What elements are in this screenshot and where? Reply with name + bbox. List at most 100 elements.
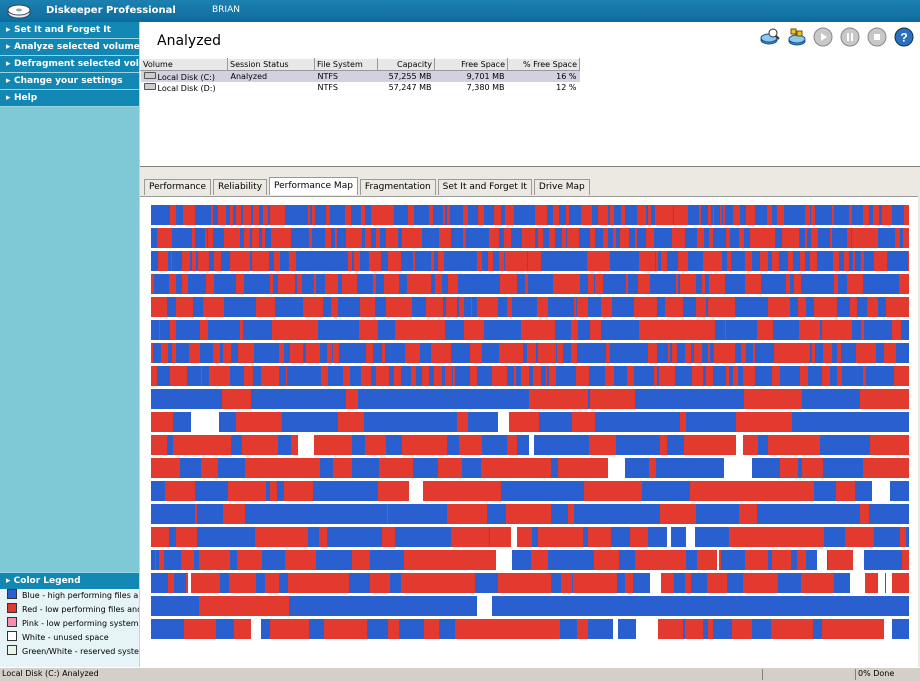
legend-swatch bbox=[7, 645, 17, 655]
tabs-area: Performance Reliability Performance Map … bbox=[140, 166, 920, 668]
table-row[interactable]: Local Disk (D:) NTFS 57,247 MB 7,380 MB … bbox=[141, 82, 580, 93]
map-row bbox=[151, 297, 909, 317]
tab-performance[interactable]: Performance bbox=[144, 179, 212, 195]
volume-cell: Local Disk (D:) bbox=[141, 82, 228, 93]
status-bar: Local Disk (C:) Analyzed 0% Done bbox=[0, 667, 920, 681]
hard-drive-icon bbox=[143, 82, 156, 90]
color-legend: ▸ Color Legend Blue - high performing fi… bbox=[0, 572, 139, 668]
legend-item-white: White - unused space bbox=[0, 631, 139, 645]
map-row bbox=[151, 412, 909, 432]
status-divider bbox=[855, 669, 856, 680]
status-cell bbox=[228, 82, 315, 93]
legend-item-pink: Pink - low performing system files bbox=[0, 617, 139, 631]
map-row bbox=[151, 619, 909, 639]
legend-item-green-white: Green/White - reserved system sp bbox=[0, 645, 139, 659]
progress-text: 0% Done bbox=[858, 669, 895, 678]
defragment-icon[interactable] bbox=[787, 27, 807, 47]
user-name: BRIAN bbox=[212, 5, 240, 15]
status-divider bbox=[762, 669, 763, 680]
legend-label: Blue - high performing files and fo bbox=[22, 591, 139, 600]
main-panel: Analyzed ? Volume Session Status File Sy… bbox=[140, 22, 920, 668]
volume-table: Volume Session Status File System Capaci… bbox=[140, 58, 920, 166]
sidebar-item-label: Defragment selected volume bbox=[14, 59, 139, 69]
diskeeper-logo-icon bbox=[7, 4, 31, 19]
play-icon[interactable] bbox=[813, 27, 833, 47]
sidebar-item-analyze[interactable]: ▸ Analyze selected volume bbox=[0, 39, 139, 56]
hard-drive-icon bbox=[143, 71, 156, 79]
chevron-right-icon: ▸ bbox=[6, 42, 11, 52]
legend-swatch bbox=[7, 617, 17, 627]
capacity-cell: 57,255 MB bbox=[377, 70, 435, 82]
column-header-pct-free[interactable]: % Free Space bbox=[507, 58, 580, 71]
map-row bbox=[151, 527, 909, 547]
sidebar-item-settings[interactable]: ▸ Change your settings bbox=[0, 73, 139, 90]
pct-free-cell: 16 % bbox=[507, 70, 580, 82]
legend-label: Red - low performing files and fold bbox=[22, 605, 139, 614]
sidebar-item-defragment[interactable]: ▸Defragment selected volume bbox=[0, 56, 139, 73]
map-row bbox=[151, 274, 909, 294]
svg-text:?: ? bbox=[900, 31, 907, 45]
tab-strip: Performance Reliability Performance Map … bbox=[144, 177, 592, 195]
help-icon[interactable]: ? bbox=[894, 27, 914, 47]
tab-reliability[interactable]: Reliability bbox=[213, 179, 268, 195]
app-title: Diskeeper Professional bbox=[46, 5, 176, 16]
tab-fragmentation[interactable]: Fragmentation bbox=[359, 179, 436, 195]
map-row bbox=[151, 205, 909, 225]
map-row bbox=[151, 435, 909, 455]
column-header-file-system[interactable]: File System bbox=[314, 58, 378, 71]
legend-label: Pink - low performing system files bbox=[22, 619, 139, 628]
chevron-right-icon: ▸ bbox=[6, 93, 11, 103]
map-row bbox=[151, 320, 909, 340]
fs-cell: NTFS bbox=[314, 70, 378, 82]
tab-performance-map[interactable]: Performance Map bbox=[269, 177, 358, 195]
column-header-session-status[interactable]: Session Status bbox=[227, 58, 315, 71]
column-header-volume[interactable]: Volume bbox=[140, 58, 228, 71]
toolbar: ? bbox=[756, 27, 914, 47]
map-row bbox=[151, 343, 909, 363]
stop-icon[interactable] bbox=[867, 27, 887, 47]
performance-map bbox=[140, 196, 918, 667]
map-row bbox=[151, 573, 909, 593]
map-row bbox=[151, 389, 909, 409]
sidebar-item-label: Help bbox=[14, 93, 38, 103]
fs-cell: NTFS bbox=[317, 83, 338, 92]
sidebar-item-help[interactable]: ▸ Help bbox=[0, 90, 139, 107]
map-row bbox=[151, 550, 909, 570]
sidebar: ▸ Set It and Forget It ▸ Analyze selected … bbox=[0, 22, 139, 667]
volume-name: Local Disk (D:) bbox=[157, 83, 216, 93]
column-header-free-space[interactable]: Free Space bbox=[434, 58, 508, 71]
chevron-right-icon: ▸ bbox=[6, 25, 11, 35]
legend-swatch bbox=[7, 631, 17, 641]
map-row bbox=[151, 366, 909, 386]
map-row bbox=[151, 251, 909, 271]
page-title: Analyzed bbox=[157, 33, 222, 49]
column-header-capacity[interactable]: Capacity bbox=[377, 58, 435, 71]
tab-set-it-and-forget-it[interactable]: Set It and Forget It bbox=[437, 179, 532, 195]
status-text: Local Disk (C:) Analyzed bbox=[2, 669, 99, 678]
legend-swatch bbox=[7, 589, 17, 599]
volume-cell: Local Disk (C:) bbox=[140, 70, 228, 82]
color-legend-header[interactable]: ▸ Color Legend bbox=[0, 573, 139, 589]
legend-title: Color Legend bbox=[13, 576, 81, 586]
free-space-cell: 9,701 MB bbox=[434, 70, 508, 82]
legend-swatch bbox=[7, 603, 17, 613]
title-bar: Diskeeper Professional BRIAN bbox=[0, 0, 920, 22]
chevron-right-icon: ▸ bbox=[6, 76, 11, 86]
pause-icon[interactable] bbox=[840, 27, 860, 47]
map-row bbox=[151, 481, 909, 501]
map-row bbox=[151, 228, 909, 248]
pct-free-cell: 12 % bbox=[556, 83, 577, 92]
legend-label: Green/White - reserved system sp bbox=[22, 647, 139, 656]
analyze-icon[interactable] bbox=[760, 27, 780, 47]
chevron-right-icon: ▸ bbox=[6, 576, 14, 586]
sidebar-item-label: Analyze selected volume bbox=[14, 42, 139, 52]
map-row bbox=[151, 596, 909, 616]
capacity-cell: 57,247 MB bbox=[388, 83, 432, 92]
status-cell: Analyzed bbox=[227, 70, 315, 82]
tab-drive-map[interactable]: Drive Map bbox=[533, 179, 590, 195]
volume-name: Local Disk (C:) bbox=[157, 72, 216, 82]
map-row bbox=[151, 504, 909, 524]
sidebar-item-label: Change your settings bbox=[14, 76, 123, 86]
sidebar-item-set-it-and-forget-it[interactable]: ▸ Set It and Forget It bbox=[0, 22, 139, 39]
table-row[interactable]: Local Disk (C:) Analyzed NTFS 57,255 MB … bbox=[140, 70, 580, 82]
